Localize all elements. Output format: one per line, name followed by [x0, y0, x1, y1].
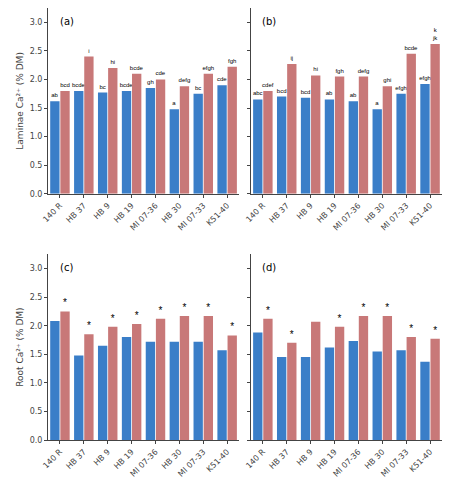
svg-text:1.5: 1.5	[30, 104, 43, 113]
svg-text:fgh: fgh	[228, 58, 236, 64]
svg-text:ij: ij	[290, 55, 293, 61]
svg-text:bcde: bcde	[120, 82, 134, 88]
svg-text:*: *	[290, 329, 294, 340]
svg-text:bcde: bcde	[404, 45, 418, 51]
svg-text:ab: ab	[326, 90, 333, 96]
svg-text:Root Ca²⁺ (% DM): Root Ca²⁺ (% DM)	[15, 307, 25, 386]
svg-text:ab: ab	[350, 92, 357, 98]
svg-text:0.5: 0.5	[30, 161, 43, 170]
svg-text:1.0: 1.0	[30, 379, 43, 388]
svg-text:140 R: 140 R	[41, 447, 64, 470]
svg-text:MI 07-36: MI 07-36	[331, 447, 362, 478]
svg-text:HB 9: HB 9	[92, 447, 112, 467]
svg-text:MI 07-33: MI 07-33	[379, 201, 410, 232]
svg-text:bc: bc	[99, 84, 105, 90]
svg-text:HB 37: HB 37	[65, 447, 89, 471]
svg-text:gh: gh	[147, 79, 154, 85]
svg-text:MI 07-33: MI 07-33	[176, 201, 207, 232]
svg-text:HB 19: HB 19	[112, 447, 136, 471]
svg-text:MI 07-36: MI 07-36	[129, 201, 160, 232]
svg-text:HB 9: HB 9	[295, 447, 315, 467]
svg-text:*: *	[385, 302, 389, 313]
svg-text:0.5: 0.5	[30, 407, 43, 416]
svg-text:(a): (a)	[60, 16, 74, 27]
svg-text:K51-40: K51-40	[205, 201, 232, 228]
svg-text:*: *	[230, 321, 234, 332]
svg-text:(c): (c)	[60, 262, 73, 273]
svg-text:*: *	[63, 297, 67, 308]
svg-text:efgh: efgh	[395, 85, 407, 91]
svg-text:HB 19: HB 19	[315, 201, 339, 225]
svg-text:HB 37: HB 37	[267, 201, 291, 225]
svg-text:a: a	[172, 100, 176, 106]
svg-text:HB 19: HB 19	[315, 447, 339, 471]
svg-text:bcd: bcd	[60, 82, 70, 88]
svg-text:MI 07-36: MI 07-36	[331, 201, 362, 232]
svg-text:(d): (d)	[262, 262, 276, 273]
svg-text:HB 30: HB 30	[363, 447, 387, 471]
svg-text:3.0: 3.0	[30, 264, 43, 273]
svg-text:bcd: bcd	[277, 88, 287, 94]
svg-text:defg: defg	[358, 68, 370, 74]
svg-text:a: a	[375, 100, 379, 106]
svg-text:bcde: bcde	[130, 65, 144, 71]
svg-text:140 R: 140 R	[244, 201, 267, 224]
svg-text:0.0: 0.0	[30, 190, 43, 199]
svg-text:defg: defg	[179, 77, 191, 83]
svg-text:1.0: 1.0	[30, 132, 43, 141]
svg-text:*: *	[87, 320, 91, 331]
svg-text:HB 30: HB 30	[160, 447, 184, 471]
svg-text:HB 37: HB 37	[267, 447, 291, 471]
svg-text:ab: ab	[51, 92, 58, 98]
svg-text:efgh: efgh	[419, 75, 431, 81]
svg-text:*: *	[111, 313, 115, 324]
svg-text:*: *	[182, 302, 186, 313]
svg-text:i: i	[88, 48, 89, 54]
svg-text:hi: hi	[110, 59, 115, 65]
svg-text:1.5: 1.5	[30, 350, 43, 359]
svg-text:ghi: ghi	[383, 77, 391, 83]
svg-text:Laminae Ca²⁺ (% DM): Laminae Ca²⁺ (% DM)	[15, 52, 25, 150]
svg-text:(b): (b)	[262, 16, 276, 27]
svg-text:*: *	[135, 310, 139, 321]
svg-text:*: *	[433, 325, 437, 336]
svg-text:*: *	[409, 323, 413, 334]
svg-text:cdef: cdef	[262, 82, 274, 88]
svg-text:abc: abc	[253, 90, 263, 96]
svg-text:MI 07-33: MI 07-33	[176, 447, 207, 478]
svg-text:K51-40: K51-40	[205, 447, 232, 474]
svg-text:HB 30: HB 30	[363, 201, 387, 225]
svg-text:HB 19: HB 19	[112, 201, 136, 225]
svg-text:3.0: 3.0	[30, 18, 43, 27]
svg-text:*: *	[159, 305, 163, 316]
svg-text:HB 9: HB 9	[295, 201, 315, 221]
svg-text:2.0: 2.0	[30, 321, 43, 330]
svg-text:efgh: efgh	[202, 65, 214, 71]
svg-text:*: *	[266, 305, 270, 316]
svg-text:2.5: 2.5	[30, 293, 43, 302]
svg-text:0.0: 0.0	[30, 436, 43, 445]
svg-text:2.0: 2.0	[30, 75, 43, 84]
svg-text:cde: cde	[217, 76, 227, 82]
svg-text:hi: hi	[313, 66, 318, 72]
svg-text:*: *	[206, 302, 210, 313]
svg-text:HB 37: HB 37	[65, 201, 89, 225]
svg-text:MI 07-36: MI 07-36	[129, 447, 160, 478]
svg-text:K51-40: K51-40	[408, 447, 435, 474]
svg-text:bcd: bcd	[301, 89, 311, 95]
svg-text:140 R: 140 R	[244, 447, 267, 470]
svg-text:*: *	[361, 302, 365, 313]
svg-text:bc: bc	[195, 85, 201, 91]
svg-text:140 R: 140 R	[41, 201, 64, 224]
svg-text:2.5: 2.5	[30, 47, 43, 56]
svg-text:bcde: bcde	[72, 82, 86, 88]
svg-text:kjk: kjk	[432, 27, 438, 41]
svg-text:*: *	[338, 313, 342, 324]
svg-text:cde: cde	[155, 70, 165, 76]
svg-text:MI 07-33: MI 07-33	[379, 447, 410, 478]
svg-text:HB 9: HB 9	[92, 201, 112, 221]
svg-text:K51-40: K51-40	[408, 201, 435, 228]
svg-text:HB 30: HB 30	[160, 201, 184, 225]
svg-text:fgh: fgh	[335, 68, 343, 74]
